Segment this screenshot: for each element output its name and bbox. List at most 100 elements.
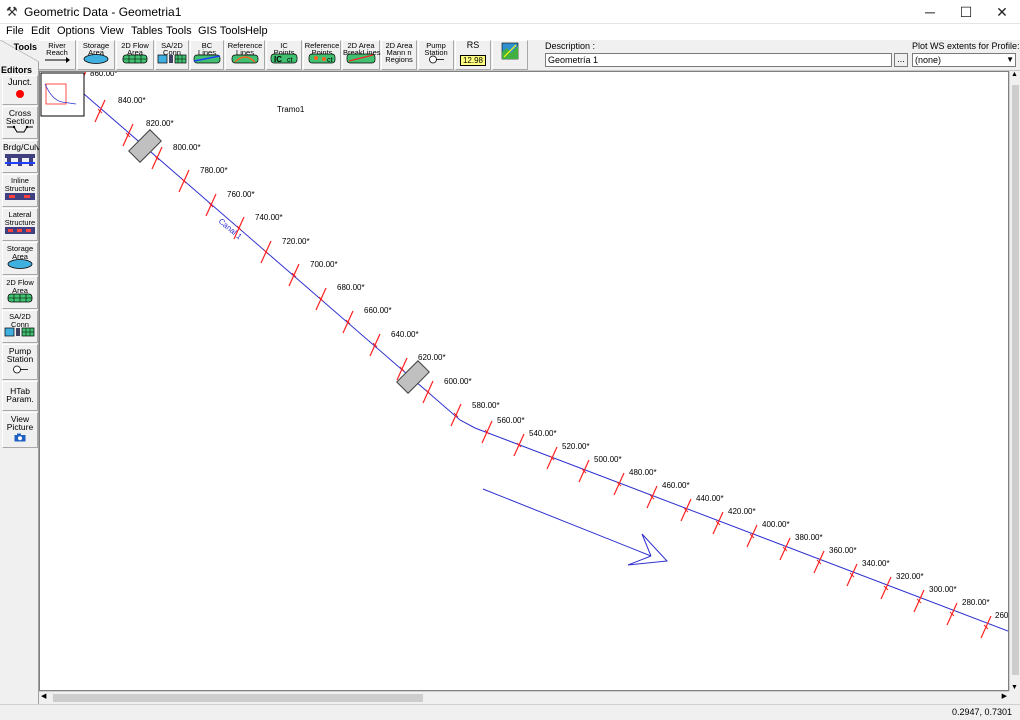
view-picture-label: View Picture — [6, 414, 34, 432]
cross-section-tick — [616, 481, 622, 487]
map-icon — [501, 42, 519, 63]
lateral-structure-label: Lateral Structure — [4, 210, 36, 227]
scroll-up-icon[interactable]: ▲ — [1011, 71, 1018, 78]
close-button[interactable]: ✕ — [996, 4, 1008, 20]
storage-area-button[interactable]: Storage Area — [77, 40, 115, 70]
bc-lines-label: BC Lines — [198, 41, 216, 57]
cross-section-label: 440.00* — [696, 494, 724, 503]
cross-section-label: 280.00* — [962, 598, 990, 607]
geometry-canvas[interactable]: 860.00* 840.00* 820.00* 800.00* 780.00* 760.0… — [39, 71, 1009, 691]
cross-section-label: 300.00* — [929, 585, 957, 594]
map-button[interactable] — [492, 40, 528, 70]
rs-label: RS — [466, 40, 480, 50]
sa-2d-conn-button[interactable]: SA/2D Conn — [155, 40, 189, 70]
cross-section-label: 720.00* — [282, 237, 310, 246]
bridge-culvert-icon — [4, 153, 36, 170]
menu-gis-tools[interactable]: GIS Tools — [198, 25, 246, 37]
geometry-schematic[interactable]: 860.00* 840.00* 820.00* 800.00* 780.00* 760.0… — [40, 72, 1009, 691]
cross-section-tick — [484, 429, 490, 435]
description-input[interactable]: Geometría 1 — [545, 53, 892, 67]
2d-flow-area-button[interactable]: 2D Flow Area — [116, 40, 154, 70]
flow-direction-arrow — [482, 488, 669, 566]
cross-section-label: 600.00* — [444, 377, 472, 386]
minimize-button[interactable]: ─ — [925, 4, 935, 20]
cross-section-tick — [208, 202, 214, 208]
storage-area-icon — [7, 259, 33, 272]
cross-section-tick — [318, 296, 324, 302]
horizontal-scroll-thumb[interactable] — [53, 694, 423, 702]
2d-flow-area-editor-button[interactable]: 2D Flow Area — [2, 276, 38, 309]
scroll-right-icon[interactable]: ▶ — [1001, 693, 1007, 700]
vertical-scrollbar[interactable]: ▲ ▼ — [1009, 71, 1020, 691]
cross-section-tick — [453, 412, 459, 418]
horizontal-scrollbar[interactable]: ◀ ▶ — [39, 691, 1009, 703]
maximize-button[interactable]: ☐ — [959, 4, 973, 20]
breaklines-button[interactable]: 2D Area BreakLines — [342, 40, 381, 70]
breaklines-label: 2D Area BreakLines — [343, 41, 381, 57]
cross-section-tick — [516, 442, 522, 448]
plot-ws-select[interactable]: (none) ▼ — [912, 53, 1016, 67]
2d-flow-area-icon — [122, 54, 148, 67]
editors-label: Editors — [1, 65, 33, 75]
cross-section-label: 840.00* — [118, 96, 146, 105]
cursor-coordinates: 0.2947, 0.7301 — [951, 707, 1012, 717]
bridge-culvert-button[interactable]: Brdg/Culv — [2, 140, 40, 173]
scroll-left-icon[interactable]: ◀ — [41, 693, 47, 700]
inline-structure-button[interactable]: Inline Structure — [2, 174, 38, 207]
pump-station-editor-label: Pump Station — [6, 346, 34, 364]
bridge-structure-820[interactable] — [128, 129, 162, 163]
menu-help[interactable]: Help — [245, 25, 268, 37]
cross-section-label: 380.00* — [795, 533, 823, 542]
chevron-down-icon: ▼ — [1006, 55, 1014, 64]
view-picture-button[interactable]: View Picture — [2, 412, 38, 448]
junction-button[interactable]: Junct. — [2, 75, 38, 105]
cross-section-tick — [345, 319, 351, 325]
bridge-structure-620[interactable] — [396, 360, 430, 394]
cross-section-label: 360.00* — [829, 546, 857, 555]
lateral-structure-icon — [4, 226, 36, 238]
tools-tab[interactable]: Tools — [0, 40, 39, 62]
description-browse-button[interactable]: ... — [894, 53, 908, 67]
ic-points-label: IC Points — [273, 41, 295, 57]
sa-2d-conn-editor-button[interactable]: SA/2D Conn — [2, 310, 38, 343]
storage-area-editor-button[interactable]: Storage Area — [2, 242, 38, 275]
cross-section-tick — [425, 389, 431, 395]
cross-section-label: 820.00* — [146, 119, 174, 128]
pump-station-button[interactable]: Pump Station — [418, 40, 454, 70]
overview-viewport-box — [45, 83, 67, 105]
reference-points-button[interactable]: Reference Points ct — [303, 40, 341, 70]
menu-edit[interactable]: Edit — [31, 25, 50, 37]
menu-file[interactable]: File — [6, 25, 24, 37]
cross-section-tick — [983, 624, 989, 630]
menu-tables[interactable]: Tables — [131, 25, 163, 37]
cross-section-tick — [549, 455, 555, 461]
reach-label: Tramo1 — [277, 105, 305, 114]
storage-area-editor-label: Storage Area — [6, 244, 34, 261]
mann-n-regions-button[interactable]: 2D Area Mann n Regions — [381, 40, 417, 70]
rs-button[interactable]: RS 12.98 — [455, 40, 491, 70]
cross-section-tick — [715, 520, 721, 526]
cross-section-tick — [125, 132, 131, 138]
cross-section-tick — [291, 272, 297, 278]
lateral-structure-button[interactable]: Lateral Structure — [2, 208, 38, 241]
htab-param-button[interactable]: HTab Param. — [2, 381, 38, 411]
menu-tools[interactable]: Tools — [166, 25, 192, 37]
reference-lines-button[interactable]: Reference Lines — [225, 40, 265, 70]
menu-view[interactable]: View — [100, 25, 124, 37]
river-reach-button[interactable]: River Reach — [38, 40, 76, 70]
pump-station-editor-button[interactable]: Pump Station — [2, 344, 38, 380]
cross-section-tick — [816, 559, 822, 565]
cross-section-label: 420.00* — [728, 507, 756, 516]
cross-section-label: 320.00* — [896, 572, 924, 581]
ic-points-button[interactable]: IC Points IC ct — [266, 40, 302, 70]
cross-section-button[interactable]: Cross Section — [2, 106, 38, 139]
scroll-down-icon[interactable]: ▼ — [1011, 684, 1018, 691]
cross-section-label: 660.00* — [364, 306, 392, 315]
cross-section-tick — [683, 507, 689, 513]
menu-options[interactable]: Options — [57, 25, 95, 37]
overview-thumbnail[interactable] — [40, 72, 85, 117]
river-reach-line[interactable] — [83, 93, 1008, 632]
vertical-scroll-thumb[interactable] — [1012, 85, 1019, 675]
bc-lines-button[interactable]: BC Lines — [190, 40, 224, 70]
cross-section-tick — [949, 611, 955, 617]
